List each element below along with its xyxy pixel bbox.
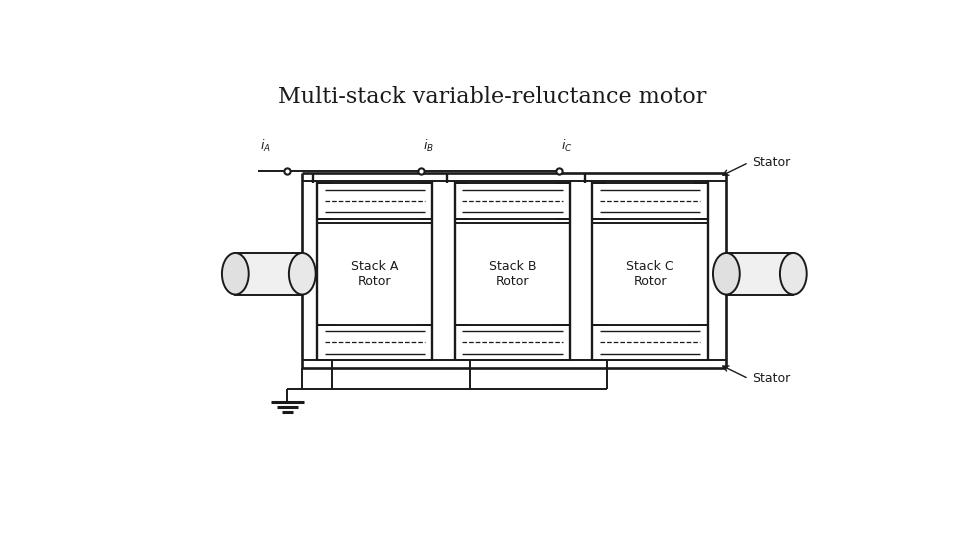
- Bar: [235, 253, 302, 294]
- Bar: [592, 325, 708, 360]
- Bar: [727, 253, 793, 294]
- Ellipse shape: [222, 253, 249, 294]
- Text: $i_A$: $i_A$: [259, 138, 271, 154]
- Text: $i_C$: $i_C$: [561, 138, 572, 154]
- Ellipse shape: [713, 253, 740, 294]
- Text: Stack C
Rotor: Stack C Rotor: [626, 260, 674, 288]
- Ellipse shape: [289, 253, 316, 294]
- Bar: [317, 183, 432, 219]
- Bar: [455, 183, 570, 219]
- Bar: [592, 223, 708, 325]
- Text: Stator: Stator: [753, 372, 791, 385]
- Text: $i_B$: $i_B$: [423, 138, 434, 154]
- Ellipse shape: [780, 253, 806, 294]
- Bar: [455, 223, 570, 325]
- Text: Stack A
Rotor: Stack A Rotor: [351, 260, 398, 288]
- Text: Multi-stack variable-reluctance motor: Multi-stack variable-reluctance motor: [277, 85, 707, 107]
- Text: Stator: Stator: [753, 156, 791, 169]
- Bar: [317, 325, 432, 360]
- Bar: [317, 223, 432, 325]
- Bar: [455, 325, 570, 360]
- Bar: [592, 183, 708, 219]
- Text: Stack B
Rotor: Stack B Rotor: [489, 260, 537, 288]
